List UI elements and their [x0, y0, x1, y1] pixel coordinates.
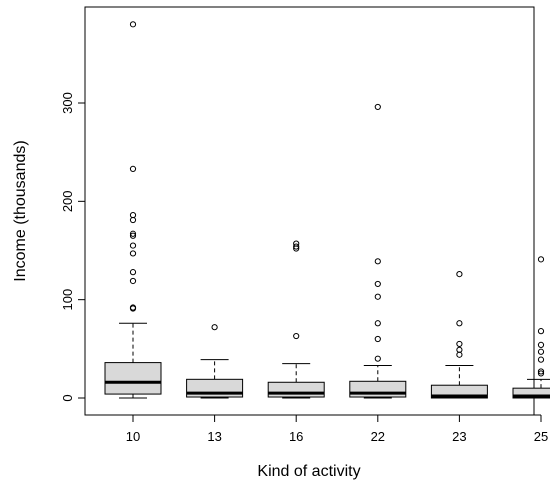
outlier-point	[211, 324, 218, 331]
outlier-point	[129, 242, 137, 249]
outlier-point	[456, 271, 463, 278]
outlier-point	[456, 340, 463, 348]
outlier-point	[293, 243, 300, 250]
outlier-point	[293, 245, 300, 252]
x-tick-label: 16	[289, 429, 303, 444]
outlier-point	[537, 348, 545, 355]
box-group-16	[267, 240, 325, 399]
outlier-point	[129, 216, 137, 224]
x-tick-label: 13	[207, 429, 221, 444]
x-tick-label: 10	[126, 429, 140, 444]
outlier-point	[129, 232, 137, 239]
outlier-point	[456, 351, 463, 358]
box-series	[104, 21, 550, 399]
box-group-25	[512, 256, 550, 399]
outlier-point	[129, 165, 137, 172]
outlier-point	[374, 335, 381, 343]
outlier-point	[456, 320, 463, 327]
x-axis-title: Kind of activity	[257, 463, 360, 480]
box	[267, 381, 325, 398]
box-group-13	[186, 324, 244, 399]
y-tick-label: 100	[60, 289, 75, 311]
box-group-10	[104, 21, 162, 399]
y-tick-label: 200	[60, 190, 75, 212]
box-group-23	[430, 271, 488, 399]
outlier-point	[374, 103, 381, 111]
outlier-point	[537, 370, 545, 377]
outlier-point	[129, 21, 137, 28]
outlier-point	[537, 256, 545, 263]
y-axis: 0 100 200 300	[60, 92, 86, 402]
outlier-point	[129, 230, 137, 237]
outlier-point	[129, 250, 137, 257]
outlier-point	[537, 328, 545, 335]
x-axis: 10 13 16 22 23 25	[126, 414, 548, 444]
outlier-point	[537, 368, 545, 375]
outlier-point	[129, 277, 137, 285]
outlier-point	[374, 320, 381, 327]
box	[512, 387, 550, 399]
x-tick-label: 22	[371, 429, 385, 444]
outlier-point	[293, 332, 300, 340]
outlier-point	[374, 280, 381, 288]
plot-frame	[84, 6, 535, 416]
y-tick-label: 0	[60, 394, 75, 401]
y-axis-title: Income (thousands)	[12, 140, 29, 281]
outlier-point	[374, 258, 381, 265]
y-tick-label: 300	[60, 92, 75, 114]
outlier-point	[129, 305, 137, 312]
box	[104, 362, 162, 395]
x-tick-label: 25	[534, 429, 548, 444]
outlier-point	[129, 269, 137, 276]
outlier-point	[374, 293, 381, 300]
box	[349, 380, 407, 398]
outlier-point	[537, 341, 545, 348]
outlier-point	[374, 355, 381, 362]
box-group-22	[349, 103, 407, 399]
outlier-point	[537, 356, 545, 363]
x-tick-label: 23	[452, 429, 466, 444]
